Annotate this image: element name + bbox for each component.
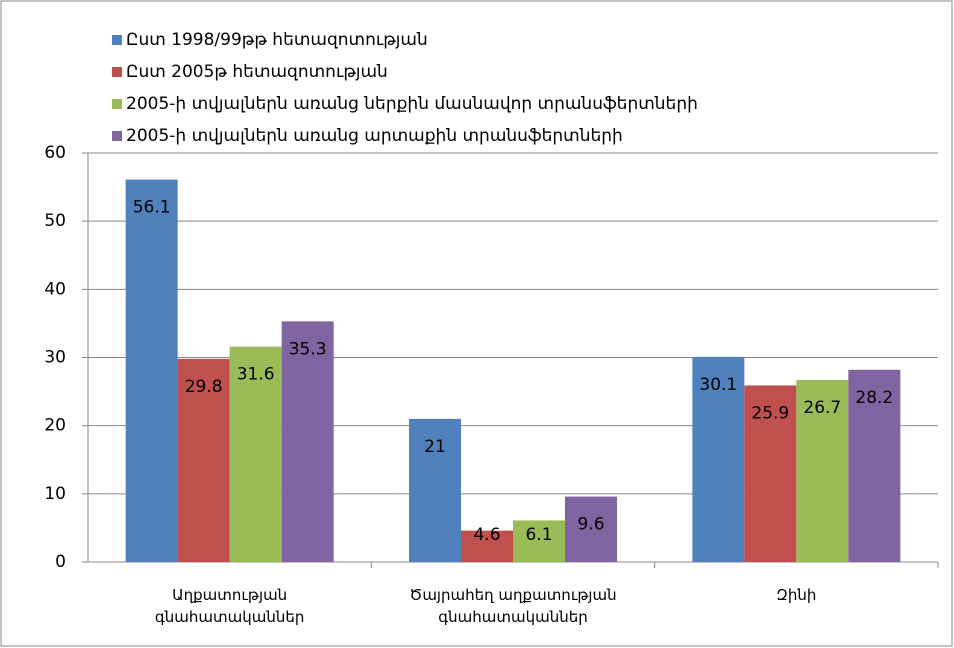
legend-marker: [112, 99, 122, 109]
y-tick-label: 20: [44, 416, 66, 436]
bar: [796, 379, 849, 562]
data-label: 30.1: [699, 375, 737, 395]
data-label: 31.6: [237, 365, 275, 385]
y-tick-label: 40: [44, 279, 66, 299]
data-label: 56.1: [133, 198, 171, 218]
x-tick-label: Զինի: [776, 586, 817, 604]
y-tick-label: 10: [44, 484, 66, 504]
y-tick-label: 60: [44, 143, 66, 163]
bar: [177, 358, 230, 562]
data-label: 29.8: [185, 377, 223, 397]
bar: [229, 346, 282, 562]
legend-marker: [112, 35, 122, 45]
y-tick-label: 50: [44, 211, 66, 231]
bar: [409, 418, 461, 562]
data-label: 26.7: [803, 398, 841, 418]
y-tick-label: 0: [55, 552, 66, 572]
bar: [744, 385, 797, 562]
data-label: 25.9: [751, 403, 789, 423]
legend-label: 2005-ի տվյալներն առանց արտաքին տրանսֆերտ…: [126, 126, 623, 146]
data-label: 28.2: [855, 388, 893, 408]
data-label: 4.6: [473, 525, 500, 545]
bar: [461, 530, 513, 562]
bar: [848, 369, 901, 562]
bar: [565, 496, 617, 562]
bar: [692, 356, 745, 562]
data-label: 6.1: [525, 525, 552, 545]
y-tick-label: 30: [44, 348, 66, 368]
x-tick-label: Ծայրահեղ աղքատության գնահատականներ: [409, 586, 617, 626]
legend-marker: [112, 131, 122, 141]
legend-label: Ըստ 1998/99թթ հետազոտության: [126, 30, 428, 50]
data-label: 9.6: [577, 515, 604, 535]
data-label: 35.3: [289, 339, 327, 359]
bar: [125, 179, 178, 562]
bar: [513, 520, 565, 562]
bar: [281, 321, 334, 562]
x-tick-label: Աղքատության գնահատականներ: [154, 586, 305, 626]
legend-label: Ըստ 2005թ հետազոտության: [126, 62, 388, 82]
data-label: 21: [424, 437, 446, 457]
legend-marker: [112, 67, 122, 77]
legend-label: 2005-ի տվյալներն առանց ներքին մասնավոր տ…: [126, 94, 698, 114]
